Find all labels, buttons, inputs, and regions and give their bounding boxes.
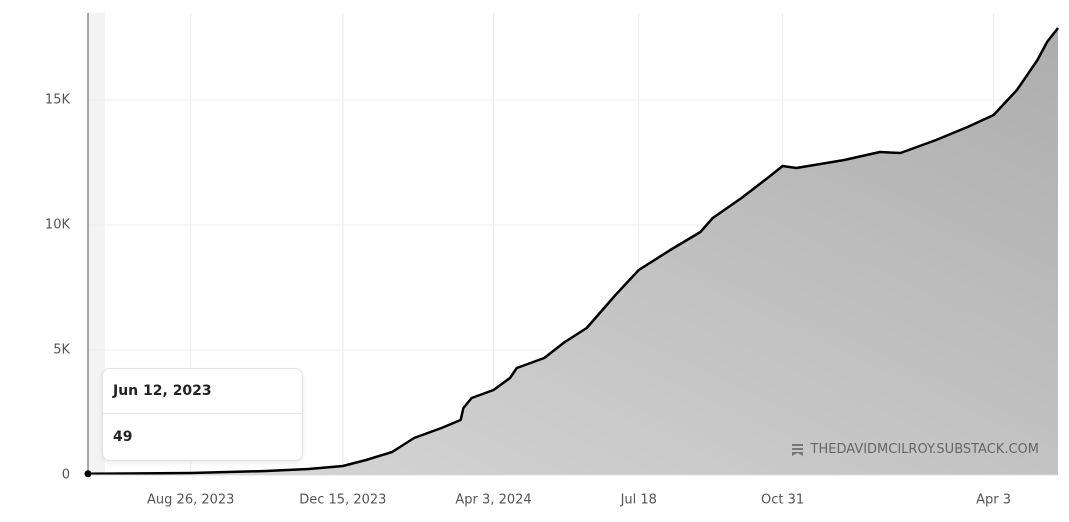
y-tick-label: 15K [45,93,71,108]
x-tick-label: Apr 3, 2024 [455,493,531,508]
x-tick-label: Aug 26, 2023 [147,493,234,508]
y-tick-label: 5K [53,343,70,358]
watermark-text: THEDAVIDMCILROY.SUBSTACK.COM [810,442,1039,457]
x-tick-label: Dec 15, 2023 [299,493,386,508]
watermark-icon [791,443,803,456]
line [87,27,1059,476]
hover-band [88,13,105,475]
watermark: THEDAVIDMCILROY.SUBSTACK.COM [791,442,1039,457]
area [88,28,1058,475]
x-tick-label: Apr 3 [976,493,1011,508]
x-tick-label: Oct 31 [761,493,804,508]
tooltip: Jun 12, 2023 49 [102,368,303,461]
hover-point [84,470,92,478]
tooltip-value: 49 [113,429,133,445]
y-tick-label: 0 [62,468,70,483]
x-tick-label: Jul 18 [620,493,657,508]
tooltip-date: Jun 12, 2023 [103,369,302,414]
y-tick-label: 10K [45,218,71,233]
